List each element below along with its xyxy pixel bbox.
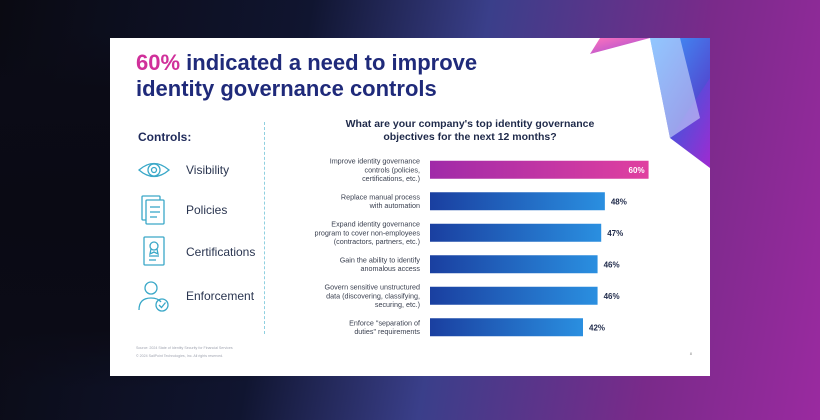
control-certifications: Certifications xyxy=(136,234,255,270)
control-visibility: Visibility xyxy=(136,152,229,188)
bar-1 xyxy=(430,192,605,211)
category-label-line: Replace manual process xyxy=(341,192,421,201)
category-label-line: certifications, etc.) xyxy=(362,174,420,183)
title-line1: indicated a need to improve xyxy=(180,50,478,75)
category-label-1: Replace manual process with automation xyxy=(341,192,421,210)
value-label-5: 42% xyxy=(589,323,605,332)
page-title: 60% indicated a need to improve identity… xyxy=(136,50,556,102)
decorative-triangles xyxy=(590,38,710,168)
category-label-line: duties" requirements xyxy=(354,327,420,336)
category-label-line: Expand identity governance xyxy=(331,220,420,229)
user-check-icon xyxy=(138,281,169,312)
value-label-2: 47% xyxy=(607,229,623,238)
footer-source: Source: 2024 State of Identity Security … xyxy=(136,346,233,350)
footer-copyright: © 2024 SailPoint Technologies, Inc. All … xyxy=(136,354,224,358)
control-label-enforcement: Enforcement xyxy=(186,289,255,303)
bar-3 xyxy=(430,255,598,274)
category-label-line: securing, etc.) xyxy=(375,300,420,309)
category-label-line: (contractors, partners, etc.) xyxy=(334,237,420,246)
value-label-1: 48% xyxy=(611,197,627,206)
bar-4 xyxy=(430,286,598,305)
title-highlight: 60% xyxy=(136,50,181,75)
bar-2 xyxy=(430,223,602,242)
control-label-visibility: Visibility xyxy=(186,163,230,177)
control-label-certifications: Certifications xyxy=(186,245,256,259)
controls-heading: Controls: xyxy=(138,130,192,144)
chart-title: What are your company's top identity gov… xyxy=(310,118,630,144)
category-label-line: Gain the ability to identify xyxy=(340,255,421,264)
category-label-line: program to cover non-employees xyxy=(315,228,421,237)
category-label-2: Expand identity governance program to cov… xyxy=(315,220,421,246)
documents-icon xyxy=(141,195,165,225)
category-label-5: Enforce "separation of duties" requiremen… xyxy=(349,318,420,336)
category-label-0: Improve identity governance controls (pol… xyxy=(330,157,420,183)
bar-chart: 60% Improve identity governance controls (… xyxy=(315,157,649,337)
certificate-icon xyxy=(143,236,165,266)
category-label-line: Enforce "separation of xyxy=(349,318,420,327)
chart-title-line1: What are your company's top identity gov… xyxy=(345,118,595,130)
bar-5 xyxy=(430,318,583,337)
category-label-line: controls (policies, xyxy=(364,165,420,174)
category-label-line: Improve identity governance xyxy=(330,157,420,166)
eye-icon xyxy=(138,162,170,178)
value-label-4: 46% xyxy=(604,292,620,301)
slide: 60% indicated a need to improve identity… xyxy=(110,38,710,376)
bar-0 xyxy=(430,160,649,179)
category-label-line: data (discovering, classifying, xyxy=(326,291,420,300)
control-enforcement: Enforcement xyxy=(136,278,254,314)
chart-title-line2: objectives for the next 12 months? xyxy=(383,131,557,143)
value-label-3: 46% xyxy=(604,260,620,269)
category-label-line: Govern sensitive unstructured xyxy=(325,283,420,292)
page-number: 8 xyxy=(689,351,692,356)
value-label-0: 60% xyxy=(629,166,645,175)
category-label-line: anomalous access xyxy=(360,264,420,273)
category-label-4: Govern sensitive unstructured data (disco… xyxy=(325,283,420,309)
title-line2: identity governance controls xyxy=(136,76,437,101)
category-label-3: Gain the ability to identify anomalous ac… xyxy=(340,255,421,273)
control-label-policies: Policies xyxy=(186,203,228,217)
category-label-line: with automation xyxy=(369,201,420,210)
control-policies: Policies xyxy=(136,192,227,228)
divider xyxy=(264,122,265,334)
